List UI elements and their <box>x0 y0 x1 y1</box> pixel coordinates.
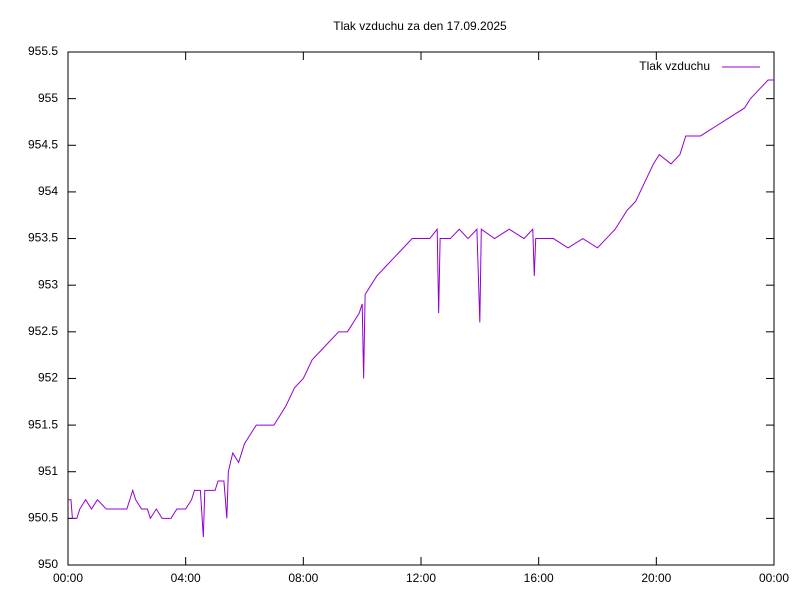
x-tick-label: 20:00 <box>641 571 671 585</box>
legend-label: Tlak vzduchu <box>639 59 710 73</box>
x-tick-label: 08:00 <box>288 571 318 585</box>
y-tick-label: 951 <box>38 464 58 478</box>
x-tick-label: 00:00 <box>759 571 789 585</box>
y-tick-label: 950.5 <box>28 511 58 525</box>
chart-title: Tlak vzduchu za den 17.09.2025 <box>333 19 507 33</box>
x-tick-label: 12:00 <box>406 571 436 585</box>
y-tick-label: 955 <box>38 91 58 105</box>
y-tick-label: 952 <box>38 371 58 385</box>
y-tick-label: 950 <box>38 557 58 571</box>
y-tick-label: 954.5 <box>28 137 58 151</box>
data-line <box>68 79 774 538</box>
x-tick-label: 16:00 <box>524 571 554 585</box>
y-tick-label: 952.5 <box>28 324 58 338</box>
y-tick-label: 954 <box>38 184 58 198</box>
x-tick-label: 00:00 <box>53 571 83 585</box>
y-tick-label: 955.5 <box>28 44 58 58</box>
y-tick-label: 953.5 <box>28 231 58 245</box>
y-tick-label: 953 <box>38 277 58 291</box>
x-tick-label: 04:00 <box>171 571 201 585</box>
y-tick-label: 951.5 <box>28 417 58 431</box>
